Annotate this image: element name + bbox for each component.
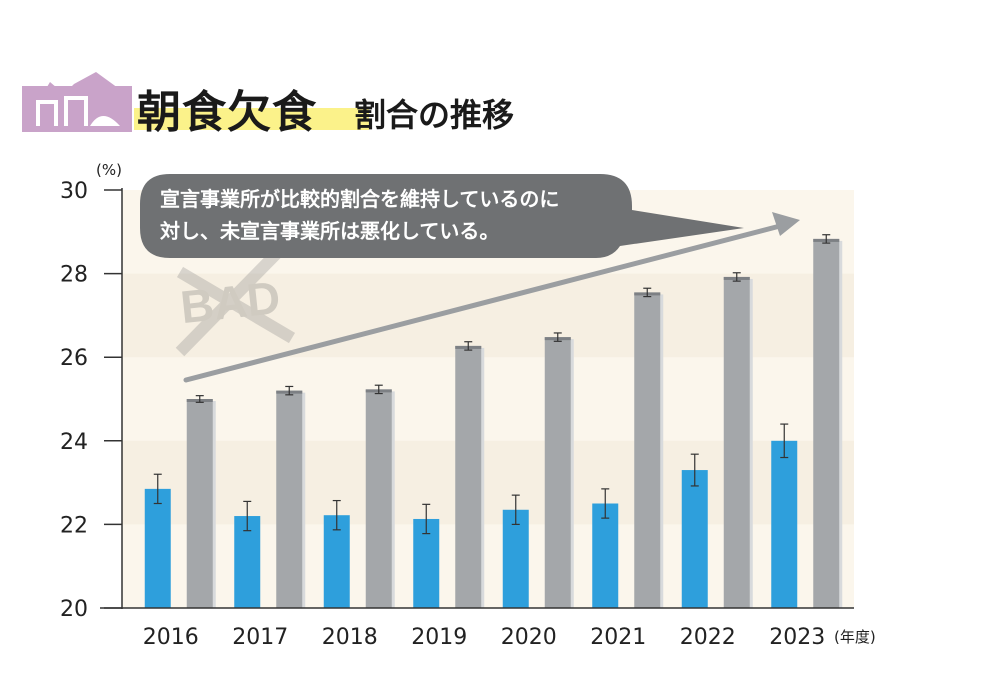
error-bar xyxy=(422,503,431,535)
bar-declared xyxy=(144,488,171,608)
error-bar xyxy=(553,332,562,342)
y-tick-label: 22 xyxy=(60,513,88,538)
y-tick-label: 26 xyxy=(60,346,88,371)
bad-stamp-text: BAD xyxy=(178,271,283,333)
bars-layer xyxy=(144,234,843,608)
error-bar xyxy=(285,385,294,396)
y-tick-label: 24 xyxy=(60,430,88,455)
error-bar xyxy=(332,499,341,531)
bar-undeclared xyxy=(723,276,750,608)
error-bar xyxy=(601,488,610,519)
callout-bubble: 宣言事業所が比較的割合を維持しているのに 対し、未宣言事業所は悪化している。 xyxy=(140,174,744,258)
y-tick-label: 30 xyxy=(60,179,88,204)
x-tick-label: 2018 xyxy=(322,625,378,650)
bar-declared xyxy=(771,440,798,608)
x-tick-label: 2017 xyxy=(232,625,288,650)
bar-undeclared xyxy=(365,389,392,608)
x-tick-label: 2021 xyxy=(590,625,646,650)
bad-stamp: BAD xyxy=(175,247,296,357)
page-subtitle: 割合の推移 xyxy=(354,96,515,134)
error-bar xyxy=(780,423,789,459)
x-tick-label: 2022 xyxy=(680,625,736,650)
x-tick-label: 2019 xyxy=(411,625,467,650)
bar-declared xyxy=(234,516,261,608)
y-tick-label: 20 xyxy=(60,597,88,622)
rice-ball-icon xyxy=(22,72,132,132)
axes xyxy=(100,188,854,609)
bar-undeclared xyxy=(544,337,571,608)
error-bar xyxy=(195,395,204,403)
callout-line-1: 宣言事業所が比較的割合を維持しているのに xyxy=(160,187,559,211)
bar-declared xyxy=(681,470,708,608)
x-unit-label: (年度) xyxy=(834,628,876,646)
bar-declared xyxy=(502,509,529,608)
bar-undeclared xyxy=(634,292,661,608)
page-title: 朝食欠食 xyxy=(137,87,317,138)
x-tick-label: 2020 xyxy=(501,625,557,650)
x-ticks: 2016 2017 2018 2019 2020 2021 2022 2023 xyxy=(143,625,826,650)
bar-undeclared xyxy=(813,238,840,608)
error-bar xyxy=(243,500,252,532)
bar-undeclared xyxy=(186,399,213,608)
error-bar xyxy=(690,453,699,487)
bar-declared xyxy=(592,503,619,608)
title-highlight xyxy=(134,108,369,130)
error-bar xyxy=(511,494,520,526)
error-bar xyxy=(732,272,741,282)
error-bar xyxy=(153,473,162,505)
y-tick-label: 28 xyxy=(60,263,88,288)
error-bar xyxy=(822,234,831,244)
error-bar xyxy=(643,287,652,298)
bar-undeclared xyxy=(455,345,482,608)
error-bar xyxy=(374,384,383,395)
y-ticks: 20 22 24 26 28 30 xyxy=(60,179,122,622)
bar-declared xyxy=(323,515,350,608)
trend-arrow xyxy=(183,212,800,383)
error-bar xyxy=(464,341,473,351)
title-block: 朝食欠食 割合の推移 xyxy=(22,70,582,140)
x-tick-label: 2016 xyxy=(143,625,199,650)
callout-line-2: 対し、未宣言事業所は悪化している。 xyxy=(159,219,499,243)
bar-undeclared xyxy=(276,390,303,608)
x-tick-label: 2023 xyxy=(769,625,825,650)
y-unit-label: (%) xyxy=(96,161,122,179)
